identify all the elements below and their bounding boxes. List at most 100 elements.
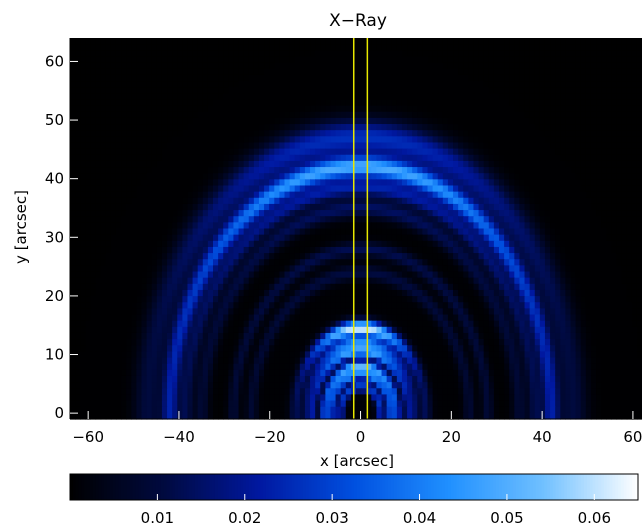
heatmap-cell xyxy=(131,277,137,285)
heatmap-cell xyxy=(565,289,572,297)
heatmap-cell xyxy=(555,185,561,193)
heatmap-cell xyxy=(177,62,183,70)
heatmap-cell xyxy=(121,87,127,94)
heatmap-cell xyxy=(80,253,86,260)
heatmap-cell xyxy=(544,259,551,266)
heatmap-cell xyxy=(356,93,362,101)
heatmap-cell xyxy=(202,74,209,82)
heatmap-cell xyxy=(427,179,434,187)
heatmap-cell xyxy=(575,271,582,279)
heatmap-cell xyxy=(590,179,597,187)
heatmap-cell xyxy=(202,179,209,187)
heatmap-cell xyxy=(131,38,137,45)
heatmap-cell xyxy=(407,68,413,76)
heatmap-cell xyxy=(335,99,342,107)
heatmap-cell xyxy=(606,210,612,217)
heatmap-cell xyxy=(90,246,97,254)
heatmap-cell xyxy=(631,81,638,88)
heatmap-cell xyxy=(560,289,566,297)
heatmap-cell xyxy=(529,130,536,137)
heatmap-cell xyxy=(310,203,316,211)
heatmap-cell xyxy=(299,185,306,193)
heatmap-cell xyxy=(70,62,76,70)
heatmap-cell xyxy=(121,173,127,180)
heatmap-cell xyxy=(432,160,439,168)
heatmap-cell xyxy=(85,191,92,199)
heatmap-cell xyxy=(366,142,372,150)
heatmap-cell xyxy=(223,124,229,131)
heatmap-cell xyxy=(417,56,423,64)
heatmap-cell xyxy=(401,81,408,88)
heatmap-cell xyxy=(585,148,592,156)
heatmap-cell xyxy=(427,197,434,205)
heatmap-cell xyxy=(458,130,464,137)
heatmap-cell xyxy=(493,74,500,82)
heatmap-cell xyxy=(330,56,337,64)
heatmap-cell xyxy=(345,44,352,51)
heatmap-cell xyxy=(248,160,255,168)
heatmap-cell xyxy=(80,271,86,279)
heatmap-cell xyxy=(458,246,464,254)
heatmap-cell xyxy=(524,283,531,291)
heatmap-cell xyxy=(575,105,582,113)
heatmap-cell xyxy=(488,246,495,254)
heatmap-cell xyxy=(580,228,587,236)
heatmap-cell xyxy=(228,93,235,101)
heatmap-cell xyxy=(269,179,275,187)
heatmap-cell xyxy=(223,277,229,285)
heatmap-cell xyxy=(509,191,515,199)
heatmap-cell xyxy=(223,216,229,223)
heatmap-cell xyxy=(100,240,107,248)
heatmap-cell xyxy=(192,265,199,273)
heatmap-cell xyxy=(136,38,143,45)
heatmap-cell xyxy=(213,265,219,273)
heatmap-cell xyxy=(75,228,81,236)
heatmap-cell xyxy=(621,210,628,217)
heatmap-cell xyxy=(294,160,301,168)
heatmap-cell xyxy=(391,191,398,199)
heatmap-cell xyxy=(330,185,337,193)
heatmap-cell xyxy=(90,111,97,119)
heatmap-cell xyxy=(611,74,618,82)
heatmap-cell xyxy=(269,283,275,291)
heatmap-cell xyxy=(473,87,480,94)
heatmap-cell xyxy=(422,222,429,230)
heatmap-cell xyxy=(468,296,475,303)
heatmap-cell xyxy=(550,68,556,76)
heatmap-cell xyxy=(100,222,107,230)
heatmap-cell xyxy=(345,228,352,236)
heatmap-cell xyxy=(325,93,332,101)
heatmap-cell xyxy=(115,117,122,125)
heatmap-cell xyxy=(478,246,485,254)
heatmap-cell xyxy=(284,246,291,254)
heatmap-cell xyxy=(315,253,321,260)
heatmap-cell xyxy=(442,216,449,223)
heatmap-cell xyxy=(274,74,280,82)
heatmap-cell xyxy=(115,203,122,211)
heatmap-cell xyxy=(534,50,541,58)
heatmap-cell xyxy=(207,117,214,125)
heatmap-cell xyxy=(580,179,587,187)
heatmap-cell xyxy=(529,210,536,217)
heatmap-cell xyxy=(361,228,367,236)
heatmap-cell xyxy=(284,130,291,137)
heatmap-cell xyxy=(105,136,112,144)
heatmap-cell xyxy=(626,136,633,144)
heatmap-cell xyxy=(427,185,434,193)
heatmap-cell xyxy=(417,154,423,162)
heatmap-cell xyxy=(468,111,475,119)
heatmap-cell xyxy=(570,259,577,266)
heatmap-cell xyxy=(560,154,566,162)
heatmap-cell xyxy=(115,234,122,242)
heatmap-cell xyxy=(580,81,587,88)
heatmap-cell xyxy=(473,130,480,137)
heatmap-cell xyxy=(167,173,173,180)
heatmap-cell xyxy=(304,185,311,193)
heatmap-cell xyxy=(289,130,296,137)
heatmap-cell xyxy=(325,56,332,64)
heatmap-cell xyxy=(560,105,566,113)
heatmap-cell xyxy=(248,210,255,217)
heatmap-cell xyxy=(575,173,582,180)
heatmap-cell xyxy=(284,111,291,119)
heatmap-cell xyxy=(233,68,240,76)
